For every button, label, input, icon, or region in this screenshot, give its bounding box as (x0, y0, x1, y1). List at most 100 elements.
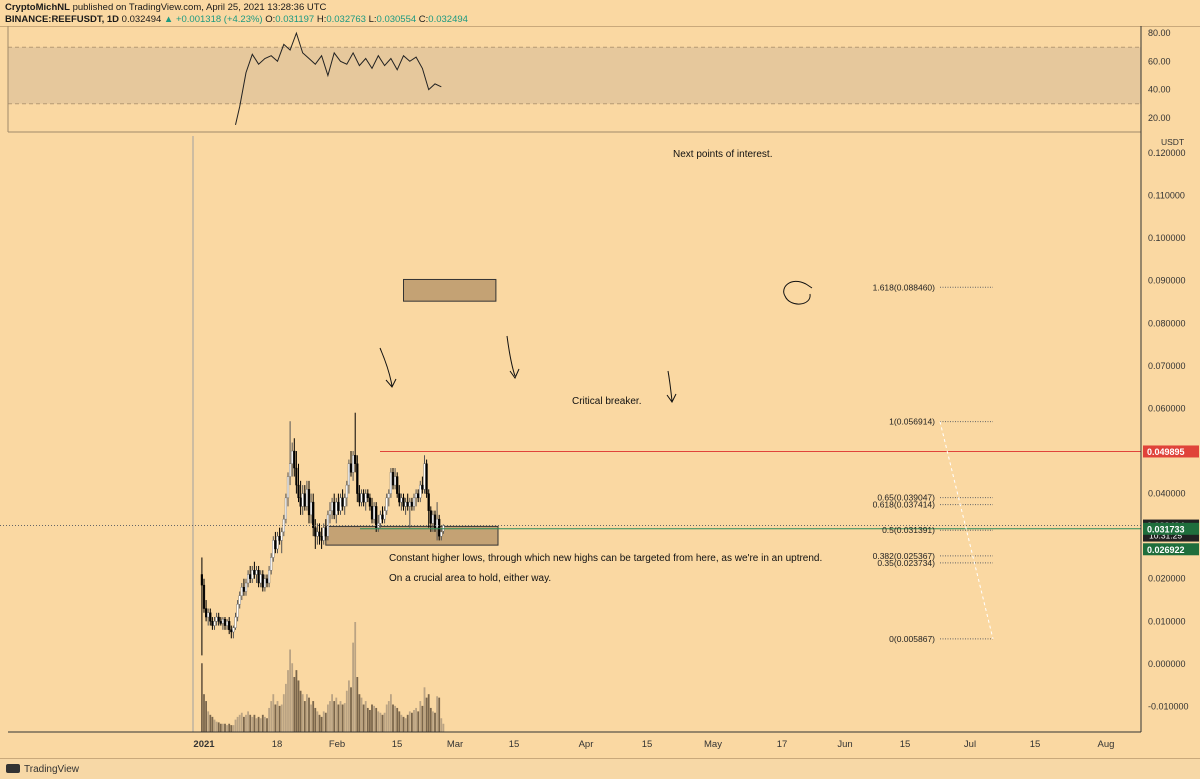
volume-bar (201, 663, 203, 732)
arrow-annotation-icon (379, 347, 397, 388)
candle-body (396, 476, 399, 494)
candle-body (221, 618, 224, 624)
fib-level-label: 0.35(0.023734) (877, 558, 935, 568)
volume-bar (411, 712, 413, 732)
candle-body (303, 493, 306, 507)
volume-bar (293, 677, 296, 732)
rsi-line (235, 31, 442, 126)
close-label: C: (418, 14, 429, 25)
volume-bar (322, 711, 325, 732)
volume-bar (442, 723, 445, 732)
candle-body (345, 484, 348, 499)
volume-bar (339, 701, 342, 732)
volume-bar (295, 670, 298, 732)
candle-body (433, 514, 437, 528)
time-tick-label: 15 (900, 739, 911, 750)
candle-body (337, 501, 340, 511)
volume-bar (301, 694, 304, 732)
rsi-pane: 80.00 60.00 40.00 20.00 (7, 26, 1171, 133)
annotation-next-poi: Next points of interest. (673, 149, 773, 160)
candle-body (289, 463, 292, 477)
volume-bar (434, 712, 436, 732)
price-tick-label: 0.070000 (1148, 361, 1186, 371)
symbol-name[interactable]: BINANCE:REEFUSDT, 1D (5, 14, 120, 25)
candle-body (286, 476, 290, 499)
candle-body (400, 497, 403, 503)
volume-bar (358, 694, 361, 732)
volume-bar (432, 711, 434, 732)
volume-bar (303, 701, 306, 732)
candle-body (398, 493, 401, 503)
volume-bar (282, 694, 285, 732)
time-tick-label: 17 (777, 739, 788, 750)
volume-bar (350, 687, 352, 732)
volume-bar (219, 723, 222, 732)
volume-bar (251, 716, 254, 732)
volume-bar (375, 707, 378, 732)
volume-bar (404, 718, 407, 732)
candle-body (373, 506, 376, 520)
candle-body (343, 497, 346, 507)
candle-body (425, 463, 428, 494)
price-tick-label: 0.120000 (1148, 148, 1186, 158)
arrow-annotation-icon (666, 370, 677, 403)
fib-trend-line (939, 421, 994, 640)
candle-body (293, 450, 296, 469)
candle-body (215, 616, 218, 622)
volume-bar (272, 694, 275, 732)
price-tag-countdown: 10:31:25 (1149, 531, 1182, 541)
candle-body (316, 531, 319, 537)
volume-bar (228, 723, 231, 732)
candle-body (244, 582, 248, 592)
volume-bar (324, 712, 327, 732)
publish-line: CryptoMichNL published on TradingView.co… (5, 2, 326, 13)
price-change: ▲ +0.001318 (+4.23%) (163, 14, 263, 25)
candle-body (236, 604, 239, 618)
candle-body (331, 501, 334, 511)
target-zone[interactable] (403, 278, 497, 302)
candle-body (274, 540, 277, 550)
candle-body (295, 467, 298, 486)
volume-bar (392, 704, 394, 732)
rsi-tick-label: 80.00 (1148, 28, 1171, 38)
tradingview-logo-icon (6, 764, 20, 773)
candle-body (408, 501, 411, 507)
time-tick-label: 15 (392, 739, 403, 750)
volume-bar (406, 714, 409, 732)
volume-bar (415, 707, 417, 732)
chart-header: CryptoMichNL published on TradingView.co… (0, 0, 1200, 27)
candle-body (272, 540, 275, 558)
time-tick-label: 15 (642, 739, 653, 750)
time-tick-label: 15 (509, 739, 520, 750)
volume-bar (421, 705, 424, 732)
candle-body (270, 557, 273, 571)
candle-body (379, 514, 382, 524)
volume-bar (308, 697, 310, 732)
volume-bar (247, 711, 249, 732)
volume-bar (320, 716, 323, 732)
volume-bar (222, 723, 224, 732)
candle-body (387, 493, 390, 499)
volume-bar (335, 697, 338, 732)
price-pane[interactable]: 1.618(0.088460) 1(0.056914) 0.65(0.039047)… (0, 136, 1141, 732)
volume-bar (230, 725, 233, 732)
time-tick-label: Jul (964, 739, 976, 750)
high-label: H: (316, 14, 327, 25)
volume-bar (429, 707, 432, 732)
volume-bar (205, 701, 207, 732)
candle-body (276, 535, 279, 550)
author-name[interactable]: CryptoMichNL (5, 2, 70, 13)
candle-body (438, 518, 441, 537)
price-tag-support (1143, 522, 1199, 535)
candle-body (253, 570, 256, 575)
volume-bar (270, 701, 273, 732)
chart-canvas[interactable]: 80.00 60.00 40.00 20.00 1.618(0.088460) 1(0.… (0, 26, 1200, 758)
volume-bar (215, 721, 218, 732)
volume-bar (255, 718, 258, 732)
candle-body (297, 484, 300, 499)
candle-body (358, 493, 361, 503)
volume-bar (306, 694, 308, 732)
candle-body (249, 574, 252, 579)
volume-bar (236, 716, 239, 732)
candle-body (368, 497, 371, 507)
